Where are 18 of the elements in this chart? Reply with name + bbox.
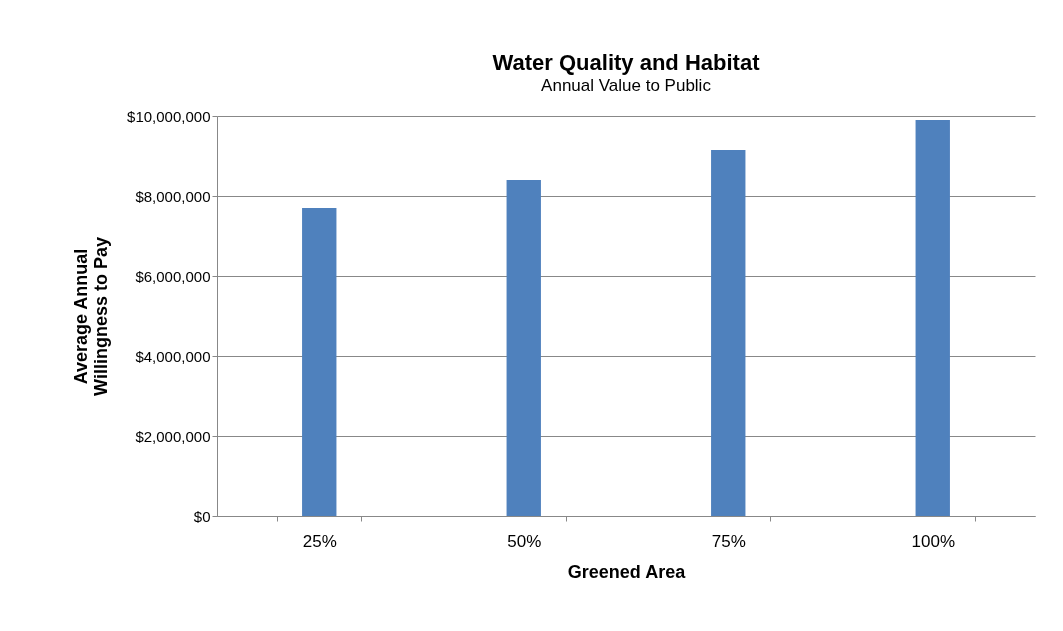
x-tick-label: 25% bbox=[302, 531, 337, 551]
y-tick-label: $8,000,000 bbox=[135, 187, 211, 205]
y-tick-label: $4,000,000 bbox=[135, 347, 211, 365]
chart-title: Water Quality and Habitat bbox=[492, 50, 761, 75]
y-tick-label: $2,000,000 bbox=[135, 427, 211, 445]
bar bbox=[506, 180, 541, 516]
x-tick-label: 50% bbox=[507, 531, 542, 551]
y-tick-label: $0 bbox=[193, 507, 211, 525]
x-axis-title: Greened Area bbox=[567, 561, 687, 582]
bar bbox=[915, 120, 950, 516]
chart-subtitle: Annual Value to Public bbox=[541, 76, 712, 95]
x-tick-label: 75% bbox=[711, 531, 746, 551]
y-tick-label: $6,000,000 bbox=[135, 267, 211, 285]
bar bbox=[302, 208, 337, 516]
y-axis-title: Average Annual Willingness to Pay bbox=[71, 237, 112, 396]
x-tick-label: 100% bbox=[911, 531, 955, 551]
y-tick-label: $10,000,000 bbox=[127, 107, 211, 125]
bar bbox=[711, 150, 746, 516]
